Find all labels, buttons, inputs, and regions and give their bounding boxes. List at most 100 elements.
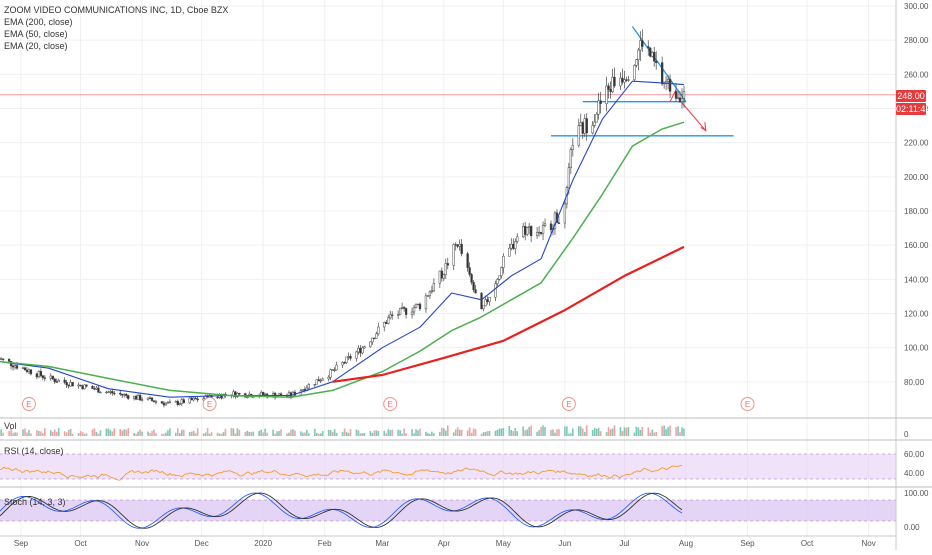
legend-ema20[interactable]: EMA (20, close) [4, 40, 228, 52]
candle-body [360, 348, 362, 353]
candle-body [610, 89, 612, 91]
volume-bar [526, 429, 528, 436]
volume-bar [322, 431, 324, 436]
last-price-tag: 248.00 [896, 90, 926, 102]
candle-body [181, 400, 183, 404]
candle-body [427, 296, 429, 297]
volume-bar [564, 426, 566, 436]
volume-bar [372, 433, 374, 436]
candle-body [153, 401, 155, 402]
volume-bar [455, 429, 457, 436]
candle-body [483, 306, 485, 309]
candle-body [653, 52, 655, 61]
candle-body [667, 79, 669, 81]
candle-body [461, 244, 463, 253]
y-tick-label: 100.00 [904, 344, 929, 353]
candle-body [377, 327, 379, 334]
candle-body [149, 398, 151, 399]
candle-body [584, 119, 586, 134]
candle-body [459, 244, 461, 246]
candle-body [530, 226, 532, 236]
volume-bar [594, 428, 596, 436]
candle-body [467, 254, 469, 268]
volume-bar [239, 430, 241, 436]
volume-bar [330, 430, 332, 436]
candle-body [389, 315, 391, 318]
candle-body [328, 377, 330, 379]
x-tick-label: Nov [135, 539, 149, 548]
candle-body [330, 370, 332, 378]
candle-body [419, 304, 421, 309]
volume-bar [12, 433, 14, 436]
volume-bar [207, 428, 209, 436]
candle-body [155, 402, 157, 403]
y-tick-label: 140.00 [904, 275, 929, 284]
volume-bar [274, 434, 276, 436]
volume-bar [328, 430, 330, 436]
x-tick-label: Sep [740, 539, 755, 548]
earnings-marker-label: E [388, 400, 393, 409]
volume-bar [44, 428, 46, 436]
volume-bar [175, 433, 177, 436]
volume-bar [596, 429, 598, 436]
volume-bar [211, 432, 213, 436]
candle-body [94, 389, 96, 390]
candle-body [195, 398, 197, 399]
stoch-pane-label: Stoch (14, 3, 3) [4, 497, 66, 507]
candle-body [441, 271, 443, 278]
volume-bar [348, 433, 350, 436]
candle-body [568, 168, 570, 188]
volume-bar [514, 428, 516, 436]
volume-bar [153, 430, 155, 436]
candle-body [544, 224, 546, 226]
candle-body [191, 398, 193, 400]
volume-bar [376, 430, 378, 436]
volume-bar [362, 433, 364, 436]
candle-body [111, 391, 113, 393]
candle-body [538, 232, 540, 233]
volume-bar [28, 430, 30, 436]
candle-body [334, 370, 336, 371]
volume-bar [582, 429, 584, 436]
volume-bar [141, 432, 143, 436]
volume-bar [461, 430, 463, 436]
volume-bar [453, 432, 455, 436]
x-tick-label: Mar [375, 539, 389, 548]
volume-bar [94, 428, 96, 436]
volume-bar [495, 431, 497, 436]
candle-body [516, 237, 518, 242]
volume-bar [100, 430, 102, 436]
volume-bar [459, 430, 461, 436]
volume-bar [665, 429, 667, 436]
volume-bar [121, 431, 123, 436]
candle-body [550, 224, 552, 230]
legend-ema50[interactable]: EMA (50, close) [4, 28, 228, 40]
stoch-y-tick: 100.00 [904, 489, 929, 498]
volume-bar [512, 431, 514, 436]
volume-bar [300, 431, 302, 436]
volume-bar [620, 427, 622, 436]
volume-bar [245, 432, 247, 436]
volume-bar [679, 432, 681, 436]
volume-bar [147, 431, 149, 436]
candle-body [540, 232, 542, 233]
volume-bar [530, 425, 532, 436]
volume-bar [653, 432, 655, 436]
candle-body [100, 392, 102, 393]
candle-body [147, 398, 149, 400]
volume-bar [649, 433, 651, 436]
volume-bar [429, 434, 431, 436]
candle-body [647, 47, 649, 48]
candle-body [485, 300, 487, 306]
x-tick-label: Sep [14, 539, 29, 548]
volume-bar [578, 426, 580, 436]
volume-bar [481, 434, 483, 436]
candle-body [36, 374, 38, 377]
volume-bar [647, 428, 649, 436]
volume-bar [528, 427, 530, 436]
x-tick-label: 2020 [254, 539, 272, 548]
legend-ema200[interactable]: EMA (200, close) [4, 16, 228, 28]
candle-body [429, 292, 431, 296]
volume-bar [417, 430, 419, 436]
